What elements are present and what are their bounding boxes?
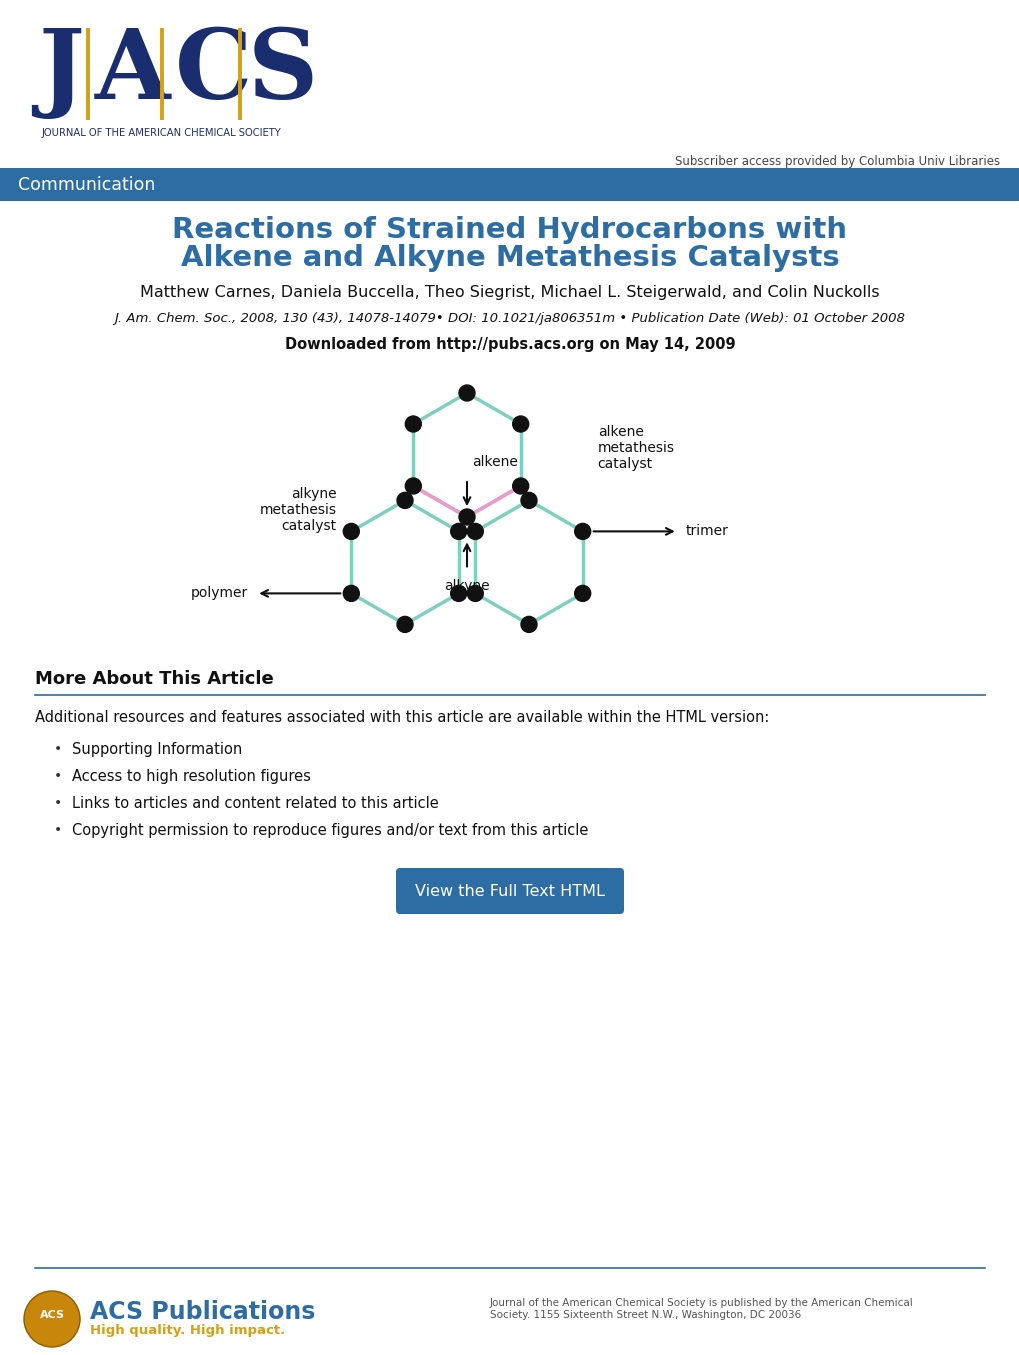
Text: Journal of the American Chemical Society is published by the American Chemical
S: Journal of the American Chemical Society… (489, 1298, 913, 1320)
Text: Additional resources and features associated with this article are available wit: Additional resources and features associ… (35, 710, 768, 725)
Circle shape (24, 1291, 79, 1347)
Circle shape (405, 416, 421, 432)
Circle shape (521, 617, 536, 633)
Text: S: S (248, 24, 318, 119)
Circle shape (343, 523, 359, 539)
Text: •: • (54, 822, 62, 837)
Circle shape (450, 585, 467, 602)
Text: View the Full Text HTML: View the Full Text HTML (415, 883, 604, 898)
Text: J. Am. Chem. Soc., 2008, 130 (43), 14078-14079• DOI: 10.1021/ja806351m • Publica: J. Am. Chem. Soc., 2008, 130 (43), 14078… (114, 312, 905, 325)
Circle shape (513, 478, 528, 495)
Text: Matthew Carnes, Daniela Buccella, Theo Siegrist, Michael L. Steigerwald, and Col: Matthew Carnes, Daniela Buccella, Theo S… (140, 285, 879, 299)
Text: •: • (54, 770, 62, 783)
Text: trimer: trimer (685, 524, 728, 538)
Text: Downloaded from http://pubs.acs.org on May 14, 2009: Downloaded from http://pubs.acs.org on M… (284, 337, 735, 352)
Circle shape (574, 523, 590, 539)
Text: polymer: polymer (191, 587, 248, 600)
Text: •: • (54, 795, 62, 810)
Text: alkyne: alkyne (443, 580, 489, 593)
Circle shape (405, 478, 421, 495)
Text: A: A (95, 24, 170, 119)
Circle shape (467, 523, 483, 539)
Circle shape (459, 385, 475, 401)
Text: alkene: alkene (472, 455, 518, 469)
Text: Links to articles and content related to this article: Links to articles and content related to… (72, 795, 438, 812)
Circle shape (396, 492, 413, 508)
Text: •: • (54, 743, 62, 756)
Circle shape (513, 416, 528, 432)
FancyBboxPatch shape (395, 869, 624, 915)
Text: Communication: Communication (18, 176, 155, 194)
Text: alkyne
metathesis
catalyst: alkyne metathesis catalyst (259, 486, 336, 534)
Text: Copyright permission to reproduce figures and/or text from this article: Copyright permission to reproduce figure… (72, 822, 588, 837)
Circle shape (396, 617, 413, 633)
Circle shape (459, 509, 475, 524)
Text: High quality. High impact.: High quality. High impact. (90, 1324, 285, 1337)
Text: Reactions of Strained Hydrocarbons with: Reactions of Strained Hydrocarbons with (172, 215, 847, 244)
FancyBboxPatch shape (0, 168, 1019, 201)
Text: J: J (38, 24, 84, 119)
Text: Subscriber access provided by Columbia Univ Libraries: Subscriber access provided by Columbia U… (675, 154, 999, 168)
Text: Alkene and Alkyne Metathesis Catalysts: Alkene and Alkyne Metathesis Catalysts (180, 244, 839, 272)
Circle shape (574, 585, 590, 602)
Circle shape (450, 523, 467, 539)
Circle shape (343, 585, 359, 602)
Circle shape (521, 492, 536, 508)
Text: Supporting Information: Supporting Information (72, 743, 243, 757)
Circle shape (467, 585, 483, 602)
Text: ACS: ACS (40, 1310, 64, 1320)
Text: alkene
metathesis
catalyst: alkene metathesis catalyst (597, 425, 674, 472)
Text: ACS Publications: ACS Publications (90, 1299, 315, 1324)
Text: JOURNAL OF THE AMERICAN CHEMICAL SOCIETY: JOURNAL OF THE AMERICAN CHEMICAL SOCIETY (42, 127, 281, 138)
Text: C: C (175, 24, 253, 119)
Text: More About This Article: More About This Article (35, 669, 273, 688)
Text: Access to high resolution figures: Access to high resolution figures (72, 770, 311, 785)
